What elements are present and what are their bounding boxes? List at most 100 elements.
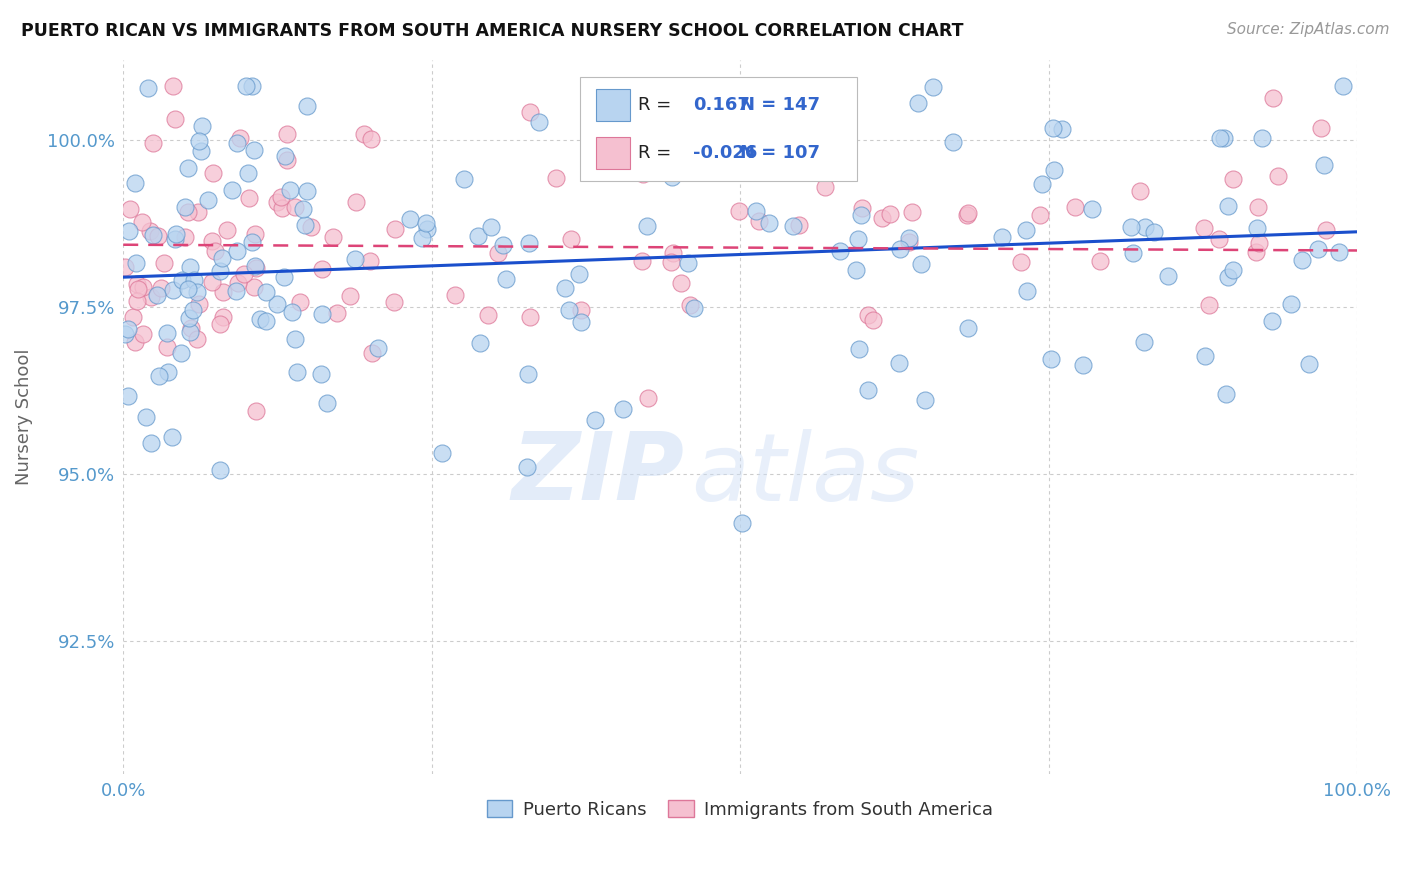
Point [668,103,690,118]
Point [848,342,870,356]
Point [226,244,249,259]
Point [1042,162,1064,177]
Point [546,171,568,186]
Point [612,401,634,416]
Point [177,205,200,219]
Point [278,183,301,197]
Point [238,190,260,204]
Point [173,200,195,214]
Point [179,260,201,274]
Point [360,132,382,146]
Point [1081,202,1104,217]
Point [479,220,502,235]
Point [956,206,979,220]
Point [243,227,266,242]
Point [467,228,489,243]
Point [322,230,344,244]
Point [173,230,195,244]
Point [208,317,231,331]
Point [344,194,367,209]
Point [922,79,945,94]
Point [1194,350,1216,364]
Text: atlas: atlas [690,428,920,519]
Point [787,218,810,232]
Point [150,280,173,294]
Point [956,208,979,222]
Point [295,99,318,113]
Point [360,346,382,360]
Point [1119,220,1142,235]
Point [679,298,702,312]
Point [132,280,155,294]
Text: -0.026: -0.026 [693,145,758,162]
Point [187,204,209,219]
Bar [596,89,630,121]
Point [745,204,768,219]
Point [367,341,389,355]
Point [1029,208,1052,222]
Point [276,127,298,141]
Point [569,302,592,317]
Point [1213,131,1236,145]
Point [889,242,911,256]
Point [957,320,980,334]
Point [384,222,406,236]
Point [914,392,936,407]
Point [284,332,307,346]
Point [758,215,780,229]
Point [188,134,211,148]
Point [856,384,879,398]
Point [139,290,162,304]
Point [766,149,789,163]
Point [636,219,658,233]
Point [136,80,159,95]
Point [806,79,828,94]
Point [492,237,515,252]
Point [118,224,141,238]
Point [1310,121,1333,136]
Point [226,276,249,290]
Text: N = 107: N = 107 [740,145,820,162]
Point [1222,171,1244,186]
Point [676,255,699,269]
Point [249,311,271,326]
Point [120,202,142,216]
Point [148,368,170,383]
Point [285,365,308,379]
Point [851,208,873,222]
Point [1129,184,1152,198]
Point [242,235,264,249]
Point [165,112,187,127]
Point [284,200,307,214]
Point [1071,358,1094,372]
Point [845,262,868,277]
Point [910,258,932,272]
Point [1143,225,1166,239]
Bar [596,137,630,169]
Point [1244,245,1267,260]
Point [527,115,550,129]
Point [1216,269,1239,284]
Point [243,259,266,273]
Point [243,280,266,294]
Point [856,309,879,323]
Point [309,367,332,381]
Point [1133,220,1156,235]
Point [728,137,751,152]
Point [131,215,153,229]
Point [560,232,582,246]
Point [1133,335,1156,350]
Point [254,314,277,328]
Point [554,281,576,295]
Point [211,310,233,325]
Point [662,245,685,260]
Point [359,253,381,268]
Point [444,288,467,302]
Point [270,202,292,216]
Point [353,127,375,141]
Point [800,154,823,169]
Point [1014,223,1036,237]
Point [1261,314,1284,328]
Point [201,234,224,248]
Point [177,310,200,325]
